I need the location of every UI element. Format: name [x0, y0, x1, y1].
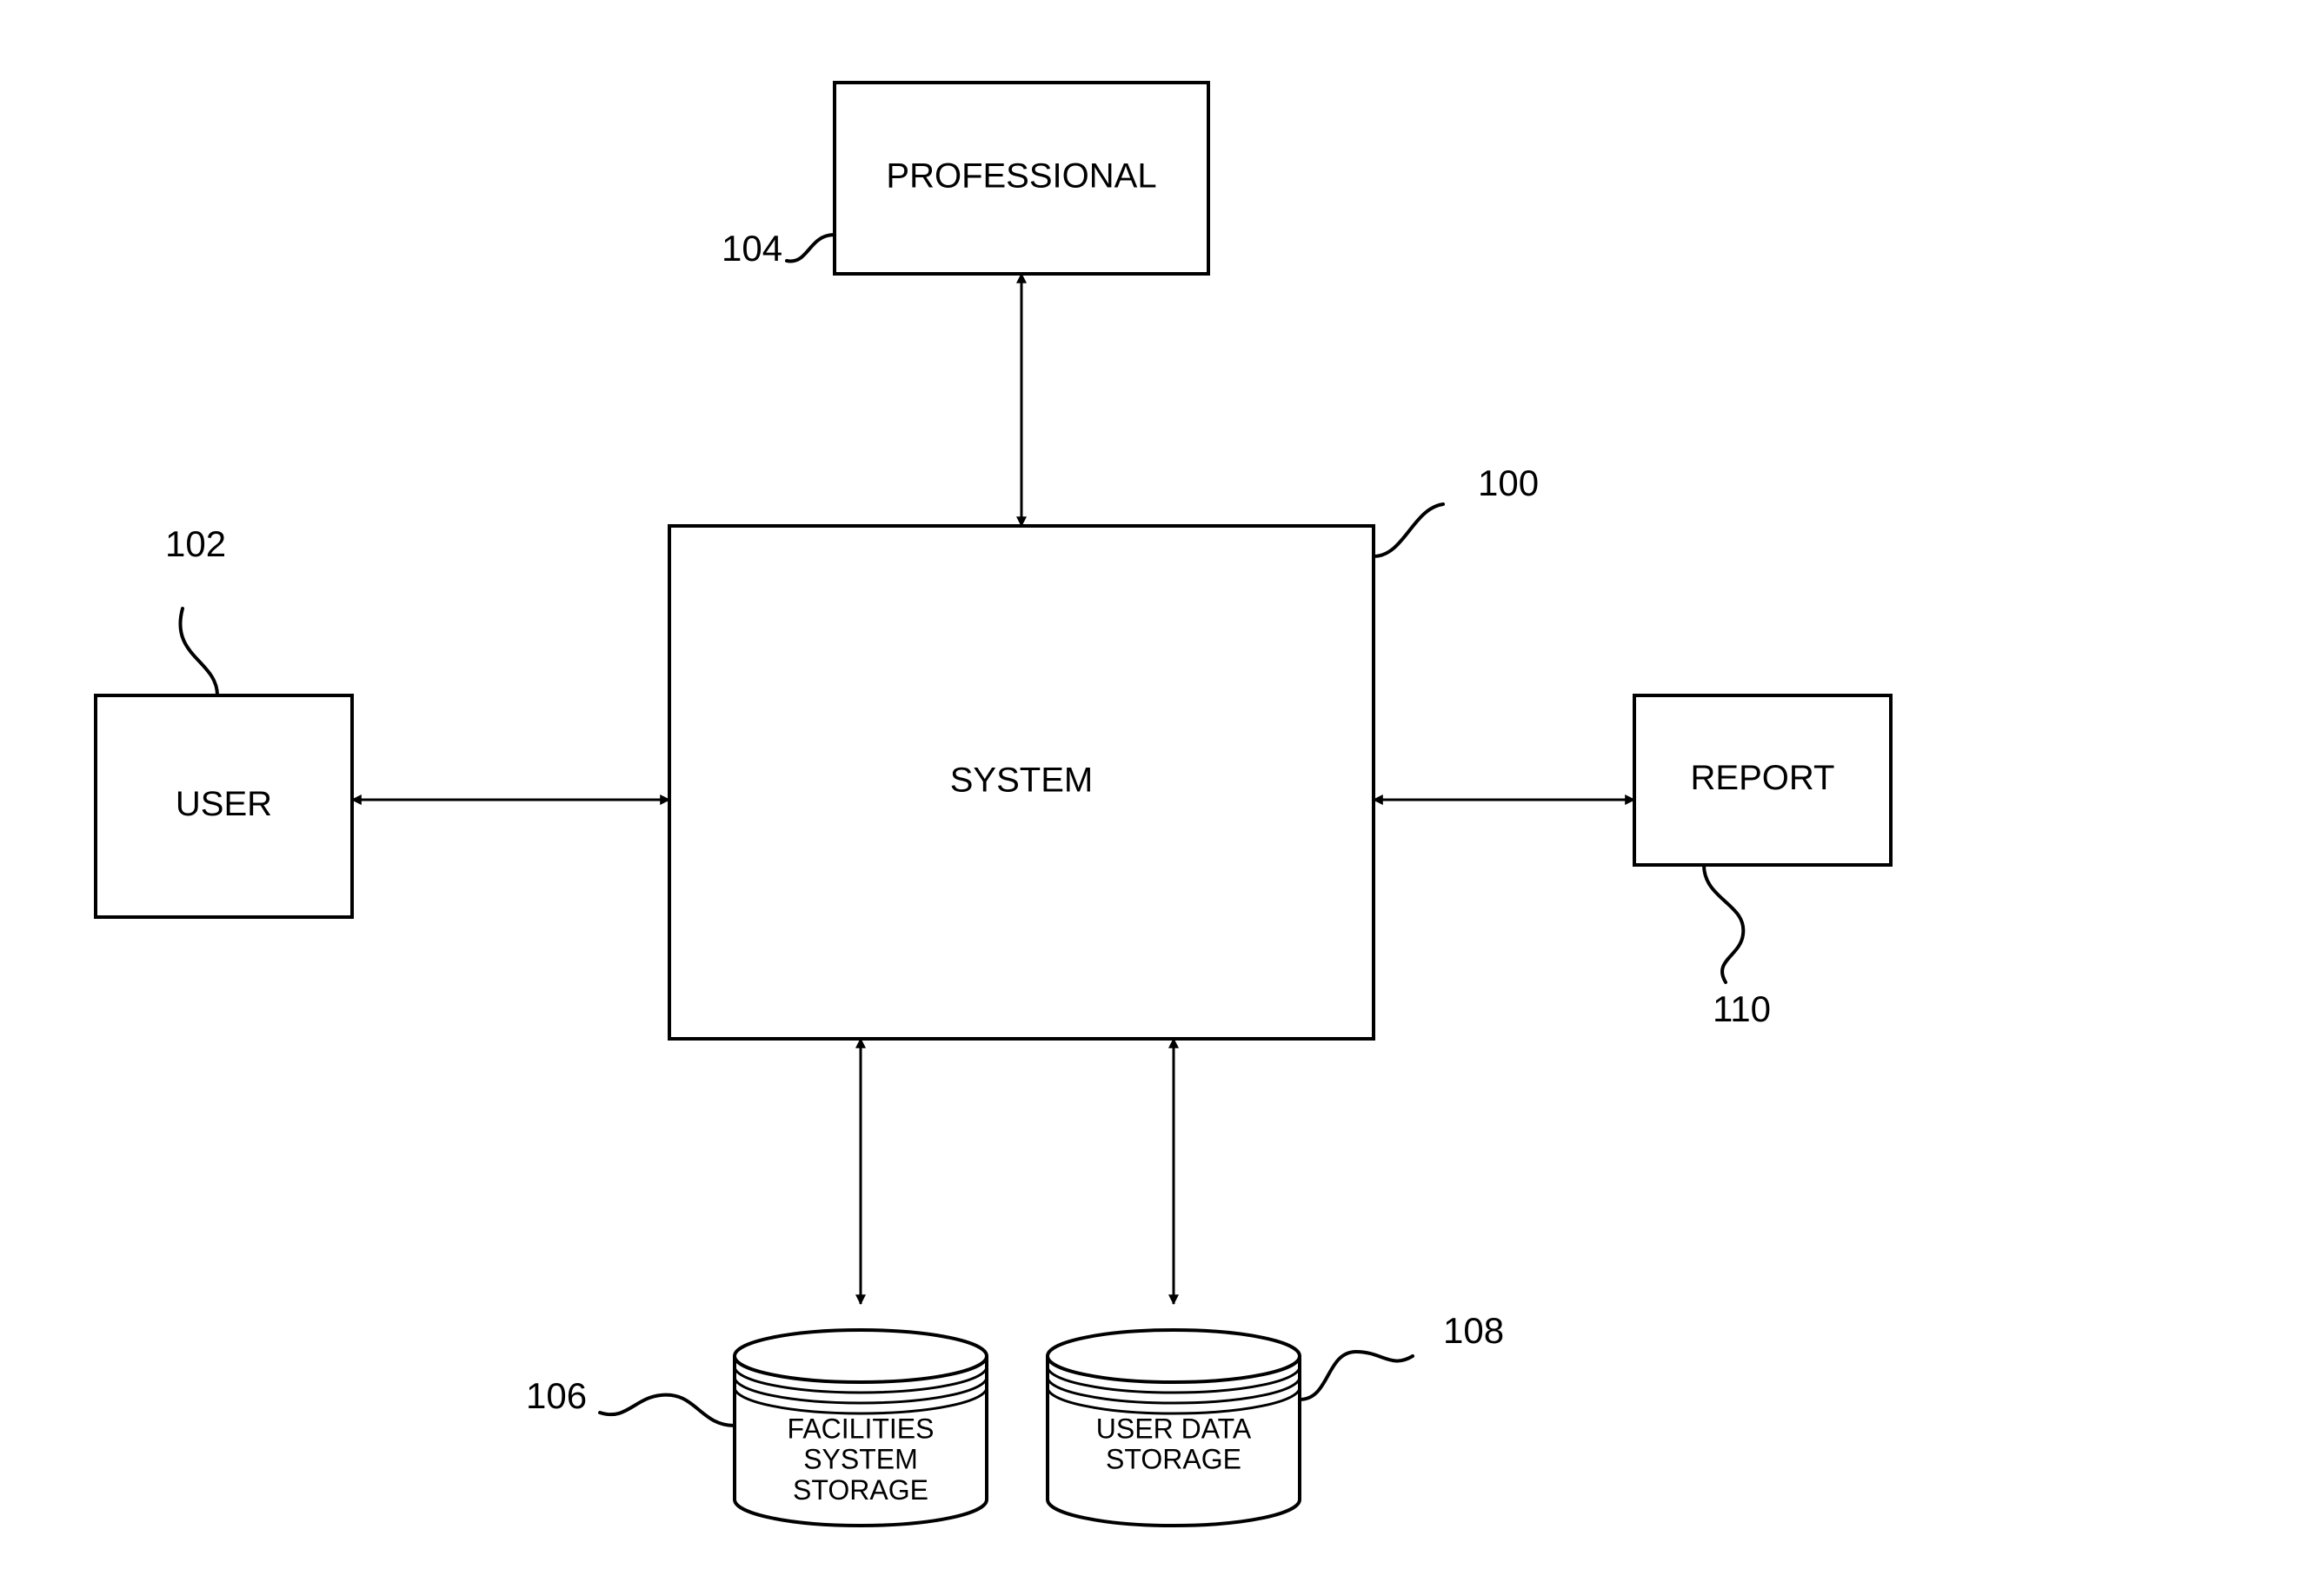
node-userdata-label: STORAGE	[1106, 1444, 1241, 1475]
ref-100-leader	[1374, 504, 1443, 556]
ref-110: 110	[1704, 865, 1771, 1029]
node-professional-label: PROFESSIONAL	[886, 157, 1156, 196]
ref-104-leader	[787, 235, 835, 261]
node-facilities-label: SYSTEM	[803, 1444, 918, 1475]
node-facilities-label: STORAGE	[793, 1474, 928, 1506]
node-user: USER	[96, 695, 352, 917]
node-report-label: REPORT	[1691, 759, 1835, 797]
ref-104-label: 104	[722, 228, 782, 269]
system-architecture-diagram: SYSTEMPROFESSIONALUSERREPORTFACILITIESSY…	[0, 0, 2302, 1596]
ref-106-leader	[600, 1395, 735, 1426]
node-system-label: SYSTEM	[950, 761, 1093, 800]
node-userdata-label: USER DATA	[1096, 1413, 1252, 1444]
ref-108-leader	[1300, 1352, 1413, 1400]
ref-110-leader	[1704, 865, 1743, 982]
node-facilities: FACILITIESSYSTEMSTORAGE	[735, 1330, 987, 1526]
ref-106: 106	[526, 1375, 735, 1426]
ref-100: 100	[1374, 462, 1539, 556]
ref-102-leader	[180, 608, 217, 695]
ref-110-label: 110	[1713, 988, 1771, 1029]
node-userdata: USER DATASTORAGE	[1048, 1330, 1300, 1526]
node-facilities-label: FACILITIES	[788, 1413, 935, 1444]
node-report: REPORT	[1634, 695, 1891, 865]
ref-108: 108	[1300, 1310, 1504, 1400]
ref-102: 102	[165, 523, 226, 695]
ref-102-label: 102	[165, 523, 226, 564]
ref-100-label: 100	[1478, 462, 1539, 503]
ref-106-label: 106	[526, 1375, 587, 1416]
node-user-label: USER	[176, 785, 272, 823]
ref-108-label: 108	[1443, 1310, 1504, 1351]
node-professional: PROFESSIONAL	[835, 83, 1208, 274]
node-system: SYSTEM	[669, 526, 1374, 1039]
ref-104: 104	[722, 228, 835, 269]
